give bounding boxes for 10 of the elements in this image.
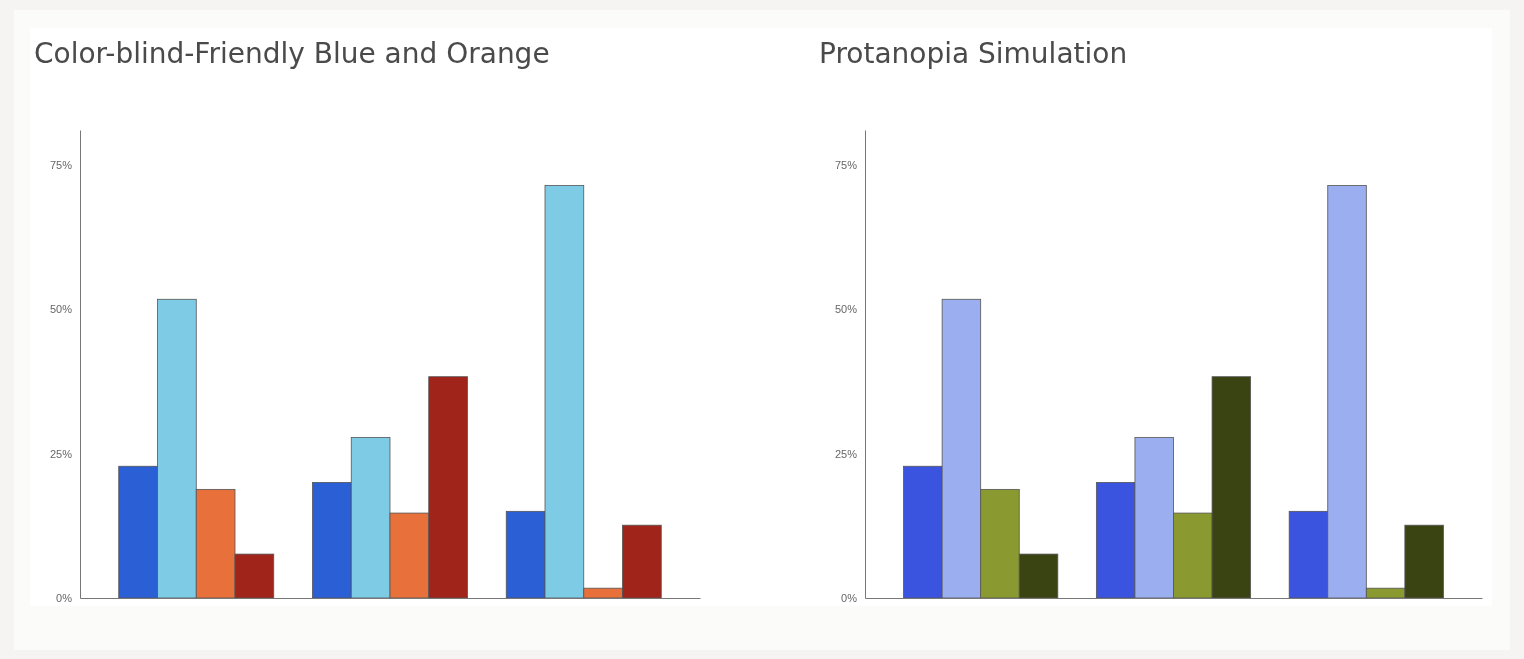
chart-title: Protanopia Simulation [819, 37, 1128, 70]
chart-title: Color-blind-Friendly Blue and Orange [34, 37, 550, 70]
y-tick-label: 50% [834, 303, 858, 316]
y-tick-label: 25% [834, 447, 858, 460]
y-tick-label: 75% [49, 158, 73, 171]
y-tick-label: 0% [56, 592, 73, 605]
y-tick-label: 50% [49, 303, 73, 316]
y-tick-label: 25% [49, 447, 73, 460]
y-tick-label: 75% [834, 158, 858, 171]
y-tick-label: 0% [841, 592, 858, 605]
